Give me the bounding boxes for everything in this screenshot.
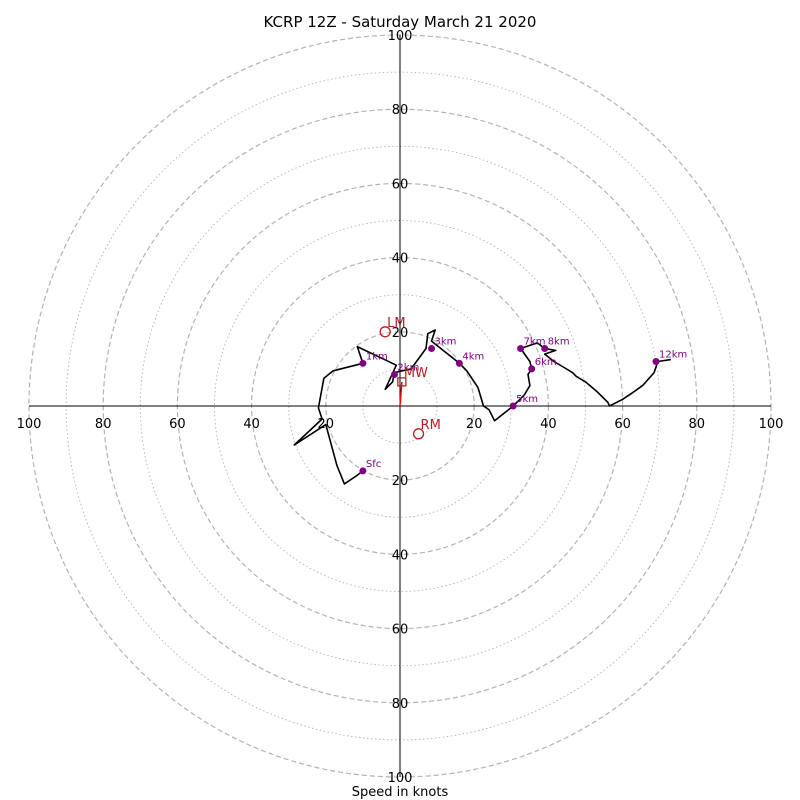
x-tick-label: 40	[243, 417, 260, 432]
tick-labels: 100 80 60 40 20 20 40 60 80 100100806040202040608…	[17, 29, 784, 786]
height-marker-label: 1km	[366, 351, 388, 362]
chart-title: KCRP 12Z - Saturday March 21 2020	[264, 13, 537, 31]
x-tick-label: 20	[466, 417, 483, 432]
y-tick-label: 40	[392, 548, 409, 563]
x-tick-label: 60	[169, 417, 186, 432]
height-marker-label: 8km	[548, 336, 570, 347]
height-marker-dot	[528, 365, 536, 373]
height-marker-dot	[652, 357, 660, 365]
height-marker-label: 12km	[659, 349, 687, 360]
y-tick-label: 20	[392, 474, 409, 489]
storm-motion-label: RM	[421, 418, 441, 433]
storm-motion-marker	[379, 326, 391, 338]
y-tick-label: 60	[392, 623, 409, 638]
height-marker-label: 5km	[516, 394, 538, 405]
height-marker-dot	[517, 344, 525, 352]
x-tick-label: 80	[689, 417, 706, 432]
height-marker-label: 4km	[462, 351, 484, 362]
wind-trace-line	[293, 329, 671, 485]
height-marker-label: 2km	[397, 362, 419, 373]
storm-motion-label: MW	[404, 366, 428, 381]
y-tick-label: 80	[392, 103, 409, 118]
mean-wind-marker	[397, 377, 407, 387]
height-marker-dot	[428, 344, 436, 352]
y-tick-label: 100	[388, 771, 413, 786]
x-tick-label: 100	[17, 417, 42, 432]
x-axis-label: Speed in knots	[352, 785, 449, 800]
y-tick-label: 60	[392, 177, 409, 192]
height-marker-dot	[509, 402, 517, 410]
height-marker-dot	[359, 467, 367, 475]
storm-motion-markers: LM RM MW	[379, 316, 441, 440]
x-tick-label: 40	[540, 417, 557, 432]
y-tick-label: 100	[388, 29, 413, 44]
storm-motion-label: LM	[387, 316, 405, 331]
storm-motion-marker	[412, 428, 425, 440]
height-marker-dot	[359, 359, 367, 367]
x-tick-label: 80	[95, 417, 112, 432]
height-marker-label: 7km	[524, 336, 546, 347]
x-tick-label: 60	[614, 417, 631, 432]
y-tick-label: 80	[392, 697, 409, 712]
height-marker-dot	[390, 370, 398, 378]
height-marker-label: 3km	[435, 336, 457, 347]
height-markers: Sfc 1km 2km 3km 4km 5km 6km 7km 8km 12km	[359, 336, 687, 475]
x-tick-label: 100	[759, 417, 784, 432]
height-marker-label: Sfc	[366, 459, 381, 470]
y-tick-label: 20	[392, 326, 409, 341]
y-tick-label: 40	[392, 252, 409, 267]
height-marker-dot	[455, 359, 463, 367]
height-marker-dot	[541, 344, 549, 352]
height-marker-label: 6km	[535, 357, 557, 368]
